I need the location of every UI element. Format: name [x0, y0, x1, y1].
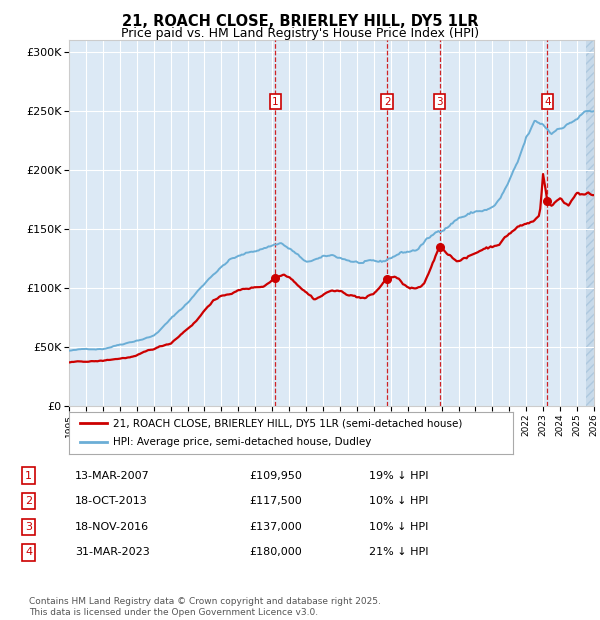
Text: 1: 1 — [272, 97, 279, 107]
Text: Price paid vs. HM Land Registry's House Price Index (HPI): Price paid vs. HM Land Registry's House … — [121, 27, 479, 40]
Text: £137,000: £137,000 — [249, 522, 302, 532]
Text: 3: 3 — [436, 97, 443, 107]
Text: HPI: Average price, semi-detached house, Dudley: HPI: Average price, semi-detached house,… — [113, 438, 372, 448]
Text: 19% ↓ HPI: 19% ↓ HPI — [369, 471, 428, 480]
Text: £109,950: £109,950 — [249, 471, 302, 480]
Text: 18-OCT-2013: 18-OCT-2013 — [75, 496, 148, 506]
Text: 21% ↓ HPI: 21% ↓ HPI — [369, 547, 428, 557]
Text: 1: 1 — [25, 471, 32, 480]
Text: Contains HM Land Registry data © Crown copyright and database right 2025.
This d: Contains HM Land Registry data © Crown c… — [29, 598, 380, 617]
Text: 4: 4 — [25, 547, 32, 557]
Text: 2: 2 — [384, 97, 391, 107]
Text: 31-MAR-2023: 31-MAR-2023 — [75, 547, 150, 557]
Text: 10% ↓ HPI: 10% ↓ HPI — [369, 496, 428, 506]
Bar — [586, 40, 594, 406]
Text: 4: 4 — [544, 97, 551, 107]
Text: 3: 3 — [25, 522, 32, 532]
Text: 21, ROACH CLOSE, BRIERLEY HILL, DY5 1LR: 21, ROACH CLOSE, BRIERLEY HILL, DY5 1LR — [122, 14, 478, 29]
Text: 10% ↓ HPI: 10% ↓ HPI — [369, 522, 428, 532]
Text: £180,000: £180,000 — [249, 547, 302, 557]
Text: 21, ROACH CLOSE, BRIERLEY HILL, DY5 1LR (semi-detached house): 21, ROACH CLOSE, BRIERLEY HILL, DY5 1LR … — [113, 418, 463, 428]
Text: £117,500: £117,500 — [249, 496, 302, 506]
Text: 18-NOV-2016: 18-NOV-2016 — [75, 522, 149, 532]
Text: 13-MAR-2007: 13-MAR-2007 — [75, 471, 150, 480]
Text: 2: 2 — [25, 496, 32, 506]
